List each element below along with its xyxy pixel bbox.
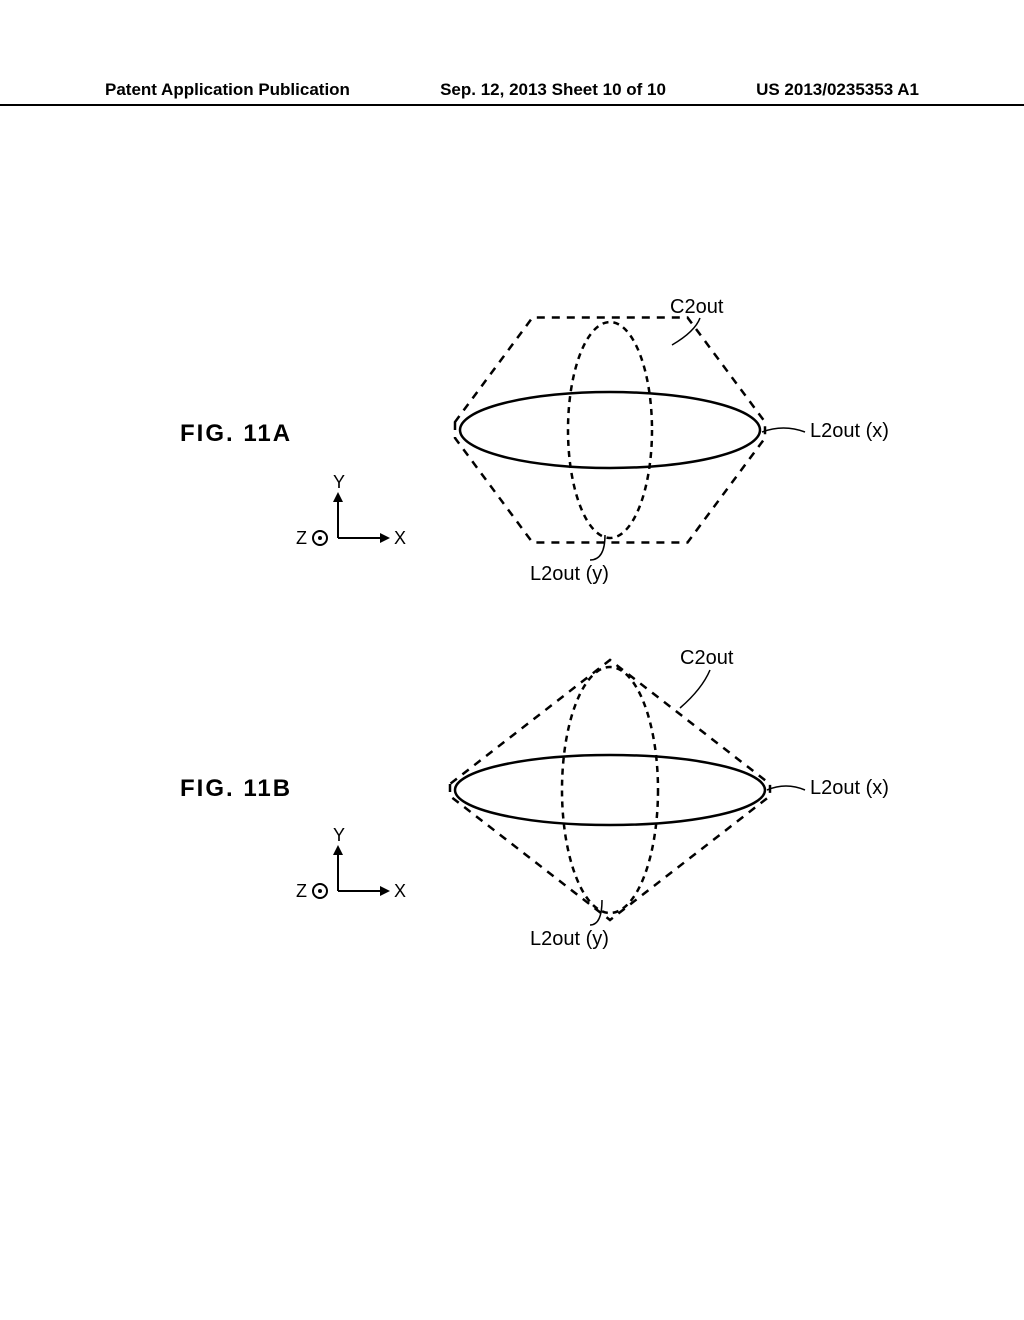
- leader-c2out-b: [680, 670, 710, 708]
- axis-b-z-dot: [318, 889, 322, 893]
- rhombus-c2out-b: [450, 660, 770, 920]
- leader-l2outy-a: [590, 535, 605, 560]
- leader-l2outx-a: [762, 428, 805, 432]
- axis-a-z-dot: [318, 536, 322, 540]
- axis-a-x-label: X: [394, 528, 406, 548]
- leader-l2outx-b: [767, 786, 805, 790]
- hexagon-c2out-a: [455, 318, 765, 543]
- axis-a-z-label: Z: [296, 528, 307, 548]
- axis-b-y-label: Y: [333, 825, 345, 845]
- ellipse-l2outy-b: [562, 667, 658, 913]
- axis-a-y-arrow: [333, 492, 343, 502]
- axis-b-y-arrow: [333, 845, 343, 855]
- ellipse-l2outy-a: [568, 322, 652, 538]
- axis-a-y-label: Y: [333, 472, 345, 492]
- leader-c2out-a: [672, 318, 700, 345]
- axis-b-x-arrow: [380, 886, 390, 896]
- ellipse-l2outx-a: [460, 392, 760, 468]
- diagram-canvas: Y X Z Y X Z: [0, 0, 1024, 1320]
- axis-a-x-arrow: [380, 533, 390, 543]
- axis-b-x-label: X: [394, 881, 406, 901]
- axis-b-z-label: Z: [296, 881, 307, 901]
- ellipse-l2outx-b: [455, 755, 765, 825]
